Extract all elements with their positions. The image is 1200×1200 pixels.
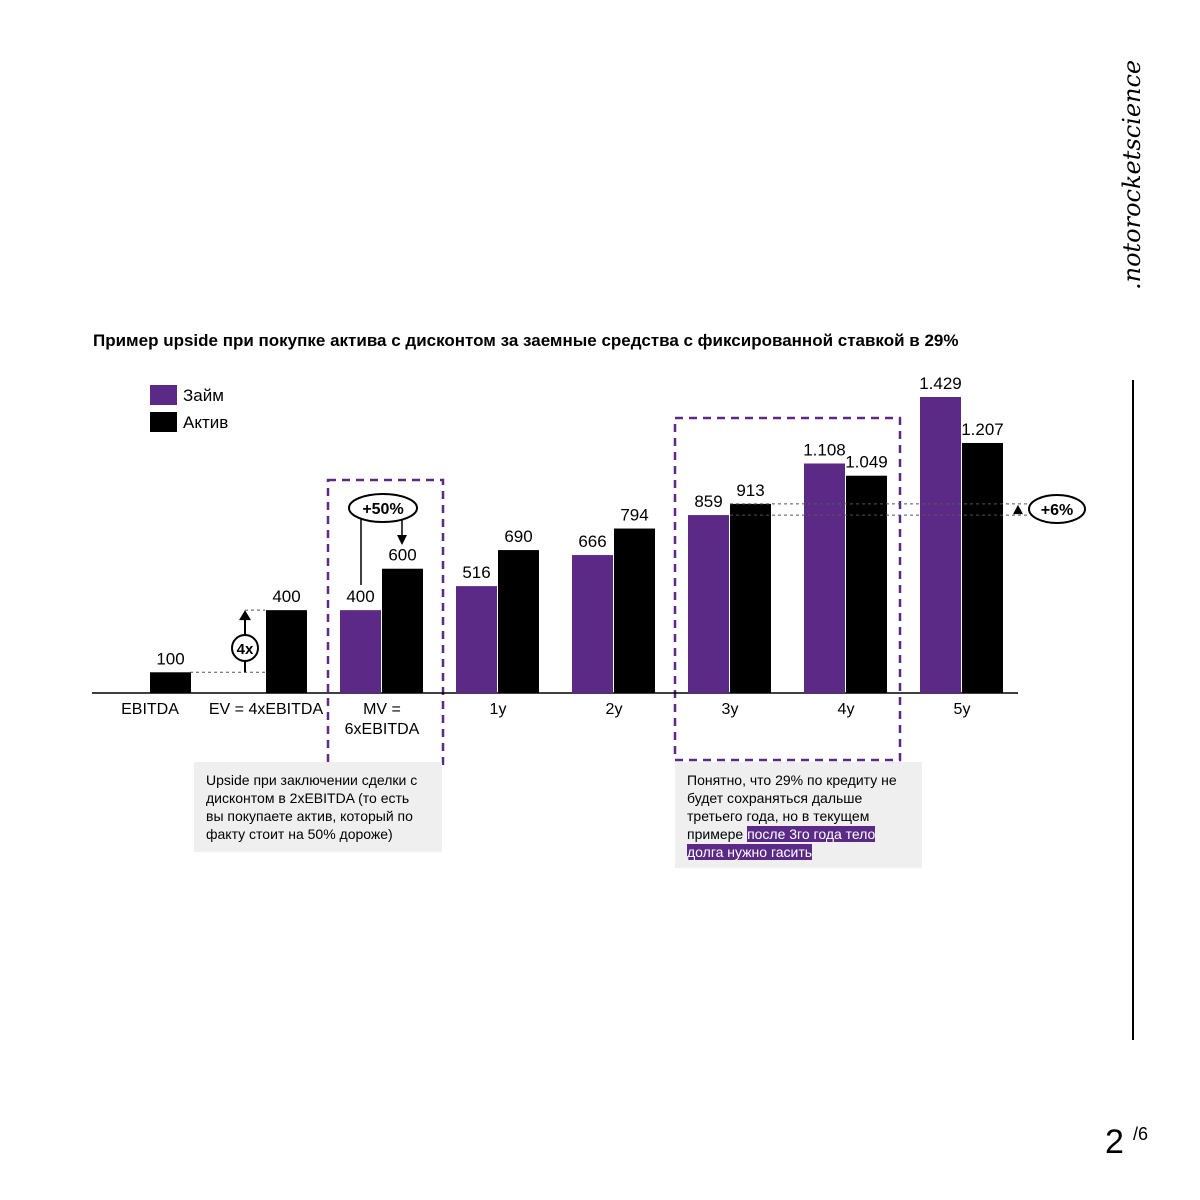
highlight-box [673, 416, 902, 762]
value-label: 400 [346, 587, 374, 606]
x-tick-label: 3y [721, 701, 739, 718]
chart-title: Пример upside при покупке актива с диско… [93, 331, 958, 350]
value-label: 1.049 [845, 453, 888, 472]
badge [1028, 494, 1086, 524]
legend-label: Займ [183, 386, 224, 405]
badge [231, 634, 259, 662]
bar [456, 586, 497, 693]
highlight-box [326, 478, 445, 767]
arrow-head [239, 610, 251, 621]
page-total: /6 [1133, 1124, 1148, 1144]
value-label: 516 [462, 563, 490, 582]
bar [340, 610, 381, 693]
arrow-head [397, 535, 407, 545]
value-label: 1.429 [919, 374, 962, 393]
badge [348, 493, 418, 523]
bar [498, 550, 539, 693]
value-label: 690 [504, 527, 532, 546]
brand: .notorocketscience [1118, 60, 1146, 290]
value-label: 1.207 [961, 420, 1004, 439]
x-tick-label: MV = 6xEBITDA [344, 701, 420, 738]
bar [688, 515, 729, 693]
bar [730, 503, 771, 693]
value-label: 100 [156, 649, 184, 668]
legend-swatch [150, 412, 177, 432]
bar [614, 528, 655, 693]
value-label: 600 [388, 546, 416, 565]
badge-label: +50% [362, 501, 403, 518]
legend-swatch [150, 385, 177, 405]
page-number: 2 [1105, 1123, 1124, 1161]
bar [150, 672, 191, 693]
bar [266, 610, 307, 693]
note-text: Понятно, что 29% по кредиту не будет сох… [687, 772, 897, 842]
bar [572, 555, 613, 693]
x-tick-label: 4y [837, 701, 855, 718]
x-tick-label: 2y [605, 701, 623, 718]
x-tick-label: 1y [489, 701, 507, 718]
badge-label: +6% [1041, 502, 1073, 519]
value-label: 666 [578, 532, 606, 551]
arrow-head [1013, 504, 1023, 515]
x-tick-label: EBITDA [121, 701, 179, 718]
value-label: 400 [272, 587, 300, 606]
value-label: 913 [736, 481, 764, 500]
badge-label: 4x [237, 641, 254, 658]
x-tick-label: 5y [953, 701, 971, 718]
bar [962, 442, 1003, 693]
legend-label: Актив [183, 413, 228, 432]
value-label: 1.108 [803, 440, 846, 459]
note: Понятно, что 29% по кредиту не будет сох… [675, 762, 922, 868]
bar [846, 475, 887, 693]
value-label: 859 [694, 492, 722, 511]
x-tick-label: EV = 4xEBITDA [208, 701, 324, 718]
bar [804, 463, 845, 693]
note: Upside при заключении сделки с дисконтом… [194, 762, 442, 852]
value-label: 794 [620, 506, 648, 525]
bar [382, 568, 423, 693]
bar [920, 397, 961, 693]
